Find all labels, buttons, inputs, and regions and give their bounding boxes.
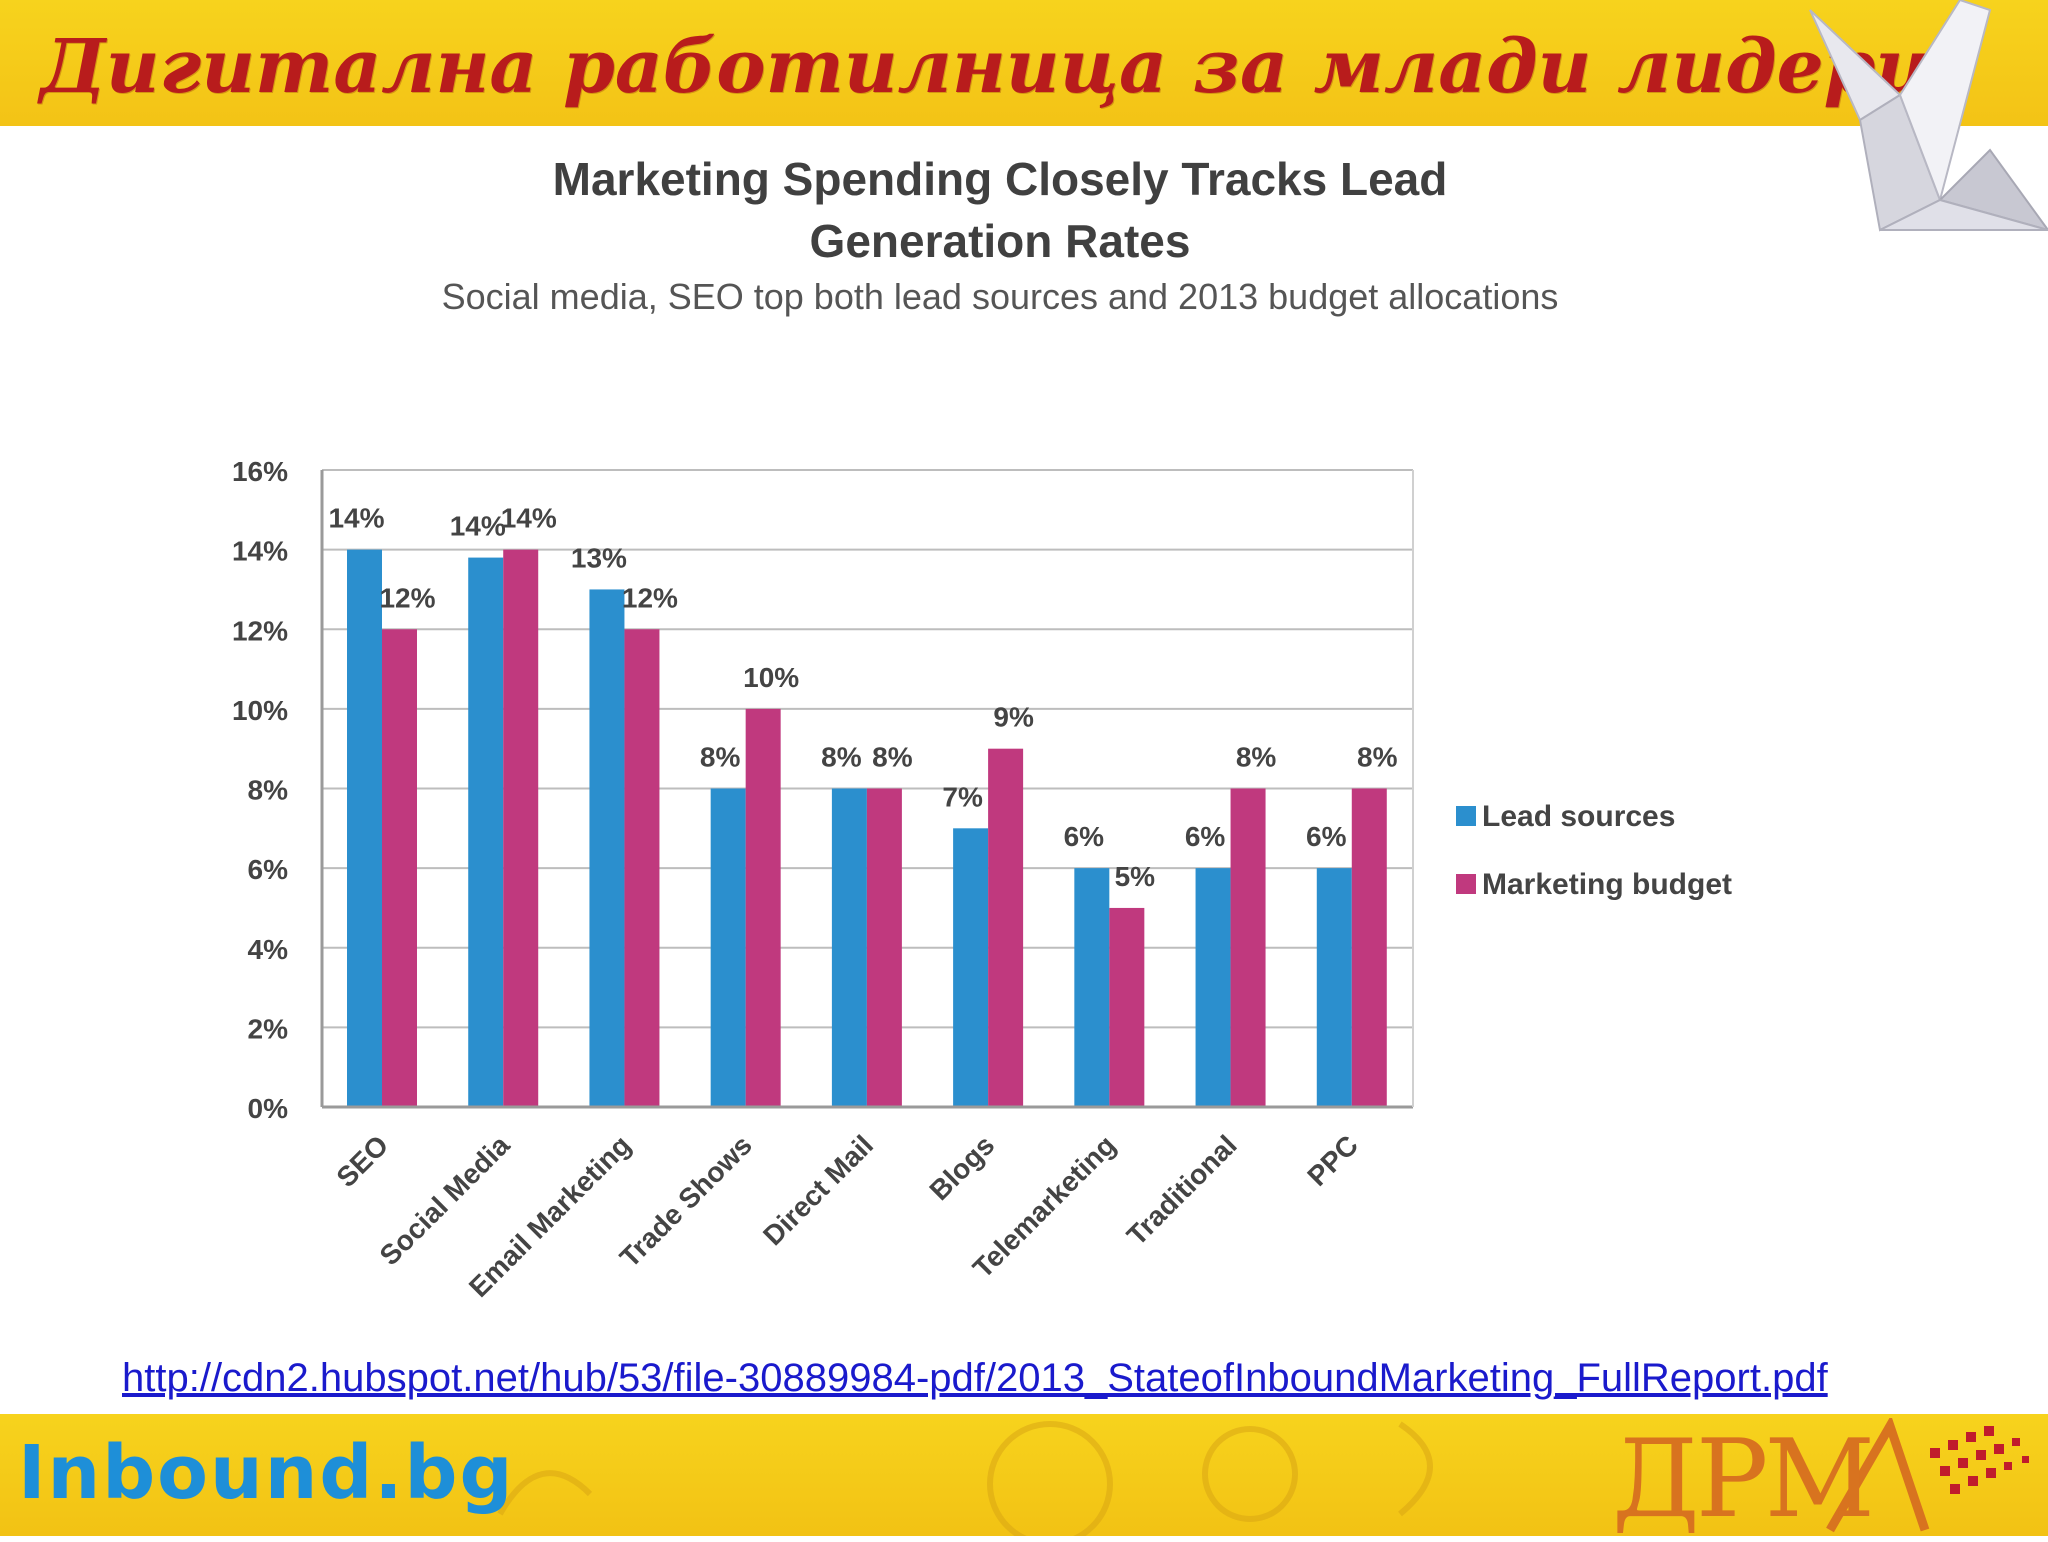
origami-crane-icon — [1809, 0, 2048, 232]
x-tick-label: PPC — [1301, 1129, 1364, 1192]
data-label: 12% — [379, 582, 435, 613]
inbound-logo-text: Inbound.bg — [18, 1430, 515, 1516]
data-label: 14% — [450, 511, 506, 542]
y-tick-label: 4% — [248, 934, 289, 965]
y-tick-label: 2% — [248, 1013, 289, 1044]
inbound-logo: Inbound.bg — [18, 1428, 514, 1518]
y-tick-label: 0% — [248, 1093, 289, 1124]
bar-lead-sources — [468, 557, 504, 1107]
bar-marketing-budget — [624, 629, 660, 1107]
source-link[interactable]: http://cdn2.hubspot.net/hub/53/file-3088… — [122, 1356, 1828, 1400]
y-tick-label: 8% — [248, 775, 289, 806]
data-label: 10% — [743, 662, 799, 693]
y-tick-label: 14% — [232, 536, 288, 567]
data-label: 14% — [328, 503, 384, 534]
data-label: 6% — [1064, 821, 1105, 852]
bar-marketing-budget — [745, 708, 781, 1107]
header-band — [0, 0, 2048, 126]
data-label: 7% — [942, 781, 983, 812]
x-tick-label: Direct Mail — [757, 1129, 879, 1251]
chart-title-line1: Marketing Spending Closely Tracks Lead — [552, 153, 1448, 205]
bar-lead-sources — [710, 788, 746, 1107]
x-tick-label: SEO — [331, 1129, 395, 1193]
bar-lead-sources — [953, 828, 989, 1107]
data-label: 8% — [872, 742, 913, 773]
bar-chart: 14%12%14%14%13%12%8%10%8% 8%7%9%6%5%6%8%6… — [232, 456, 1732, 1303]
bar-marketing-budget — [988, 748, 1024, 1107]
bar-marketing-budget — [1109, 907, 1145, 1107]
x-tick-label: Blogs — [923, 1129, 1000, 1206]
data-label: 8% — [1236, 742, 1277, 773]
data-label: 8% — [821, 742, 862, 773]
y-tick-label: 16% — [232, 456, 288, 487]
footer-band — [0, 1414, 2048, 1536]
legend-label: Lead sources — [1482, 800, 1675, 833]
data-label: 6% — [1185, 821, 1226, 852]
data-label: 13% — [571, 542, 627, 573]
page-title: Дигитална работилница за млади лидери — [40, 24, 1930, 110]
bar-lead-sources — [589, 589, 625, 1107]
chart-subtitle: Social media, SEO top both lead sources … — [441, 276, 1559, 317]
bar-lead-sources — [347, 549, 382, 1107]
bar-lead-sources — [831, 788, 867, 1107]
bar-marketing-budget — [382, 629, 417, 1107]
drma-logo-dots — [1826, 1418, 2029, 1533]
bar-marketing-budget — [866, 788, 902, 1107]
data-label: 8% — [1357, 742, 1398, 773]
data-label: 5% — [1115, 861, 1156, 892]
footer-doodle — [497, 1421, 1433, 1536]
y-tick-label: 6% — [248, 854, 289, 885]
bar-lead-sources — [1316, 868, 1352, 1107]
chart-title-line2: Generation Rates — [809, 215, 1191, 267]
drma-logo-text: ДРМ — [1612, 1417, 1875, 1542]
legend-swatch — [1456, 806, 1476, 826]
data-label: 14% — [501, 503, 557, 534]
data-label: 9% — [993, 702, 1034, 733]
bar-lead-sources — [1195, 868, 1231, 1107]
data-label: 6% — [1306, 821, 1347, 852]
bar-marketing-budget — [1351, 788, 1387, 1107]
x-tick-label: Traditional — [1121, 1129, 1243, 1251]
data-label: 12% — [622, 582, 678, 613]
y-tick-label: 12% — [232, 615, 288, 646]
y-tick-label: 10% — [232, 695, 288, 726]
data-label: 8% — [700, 742, 741, 773]
bar-lead-sources — [1074, 868, 1110, 1107]
bar-marketing-budget — [503, 549, 539, 1107]
legend-label: Marketing budget — [1482, 868, 1732, 901]
bar-marketing-budget — [1230, 788, 1266, 1107]
legend-swatch — [1456, 874, 1476, 894]
